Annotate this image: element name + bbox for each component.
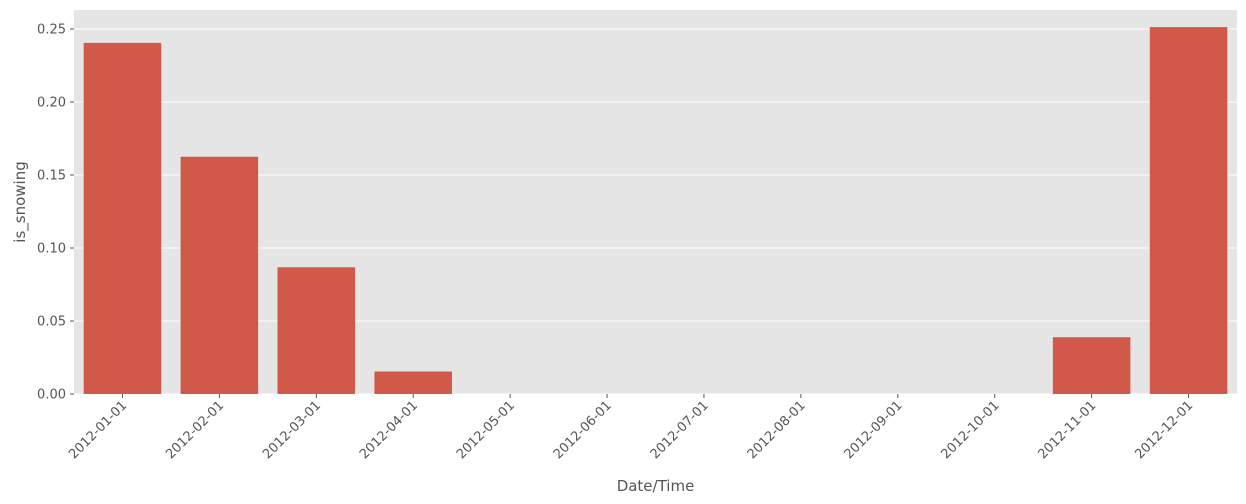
- x-tick-label: 2012-08-01: [745, 398, 809, 462]
- y-gridlines: [74, 28, 1237, 395]
- x-tick-label: 2012-07-01: [648, 398, 712, 462]
- y-axis-label: is_snowing: [11, 161, 30, 242]
- y-tick-label: 0.00: [37, 388, 66, 403]
- bar-2012-02-01: [180, 156, 259, 394]
- y-tick-label: 0.15: [37, 168, 66, 183]
- y-axis-ticks: 0.00 0.05 0.10 0.15 0.20 0.25: [37, 22, 74, 403]
- y-tick-label: 0.25: [37, 22, 66, 37]
- y-tick-label: 0.05: [37, 314, 66, 329]
- x-tick-label: 2012-01-01: [66, 398, 130, 462]
- x-tick-label: 2012-02-01: [163, 398, 227, 462]
- x-tick-label: 2012-03-01: [260, 398, 324, 462]
- x-tick-label: 2012-09-01: [842, 398, 906, 462]
- bar-2012-12-01: [1149, 27, 1228, 395]
- x-tick-label: 2012-10-01: [938, 398, 1002, 462]
- bar-2012-03-01: [277, 267, 356, 394]
- bars: [83, 27, 1228, 395]
- x-tick-label: 2012-04-01: [357, 398, 421, 462]
- x-tick-label: 2012-12-01: [1132, 398, 1196, 462]
- y-tick-label: 0.20: [37, 95, 66, 110]
- x-tick-label: 2012-11-01: [1035, 398, 1099, 462]
- y-tick-label: 0.10: [37, 241, 66, 256]
- bar-2012-01-01: [83, 42, 162, 394]
- bar-2012-11-01: [1052, 337, 1131, 394]
- x-tick-label: 2012-05-01: [454, 398, 518, 462]
- x-tick-label: 2012-06-01: [551, 398, 615, 462]
- x-axis-label: Date/Time: [617, 477, 695, 495]
- plot-area: [74, 10, 1237, 394]
- bar-2012-04-01: [374, 371, 452, 394]
- x-axis-ticks: 2012-01-01 2012-02-01 2012-03-01 2012-04-01…: [66, 394, 1196, 462]
